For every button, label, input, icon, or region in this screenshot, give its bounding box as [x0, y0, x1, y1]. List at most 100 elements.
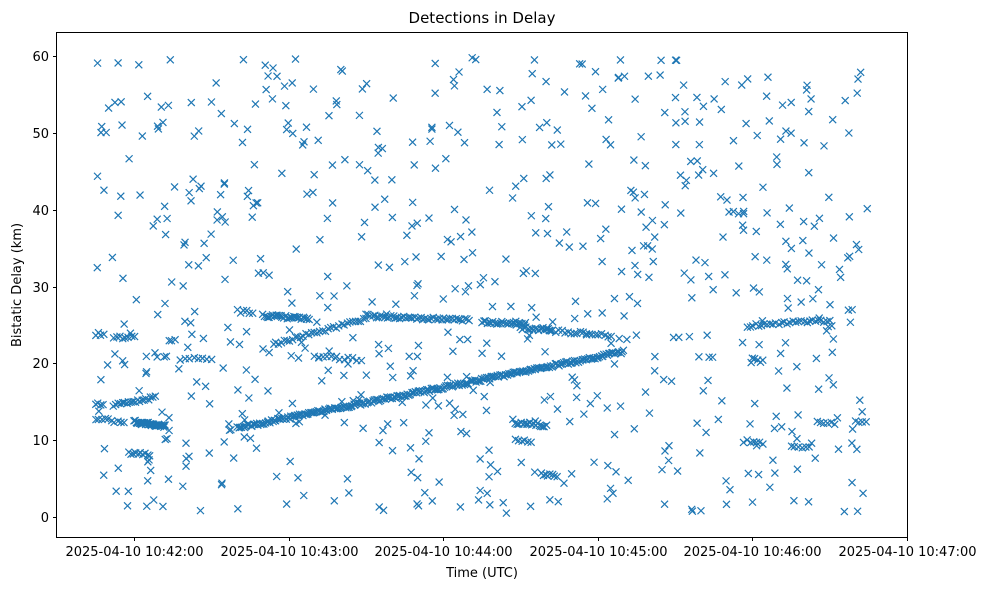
data-point: [428, 497, 437, 505]
y-tick-label: 40: [32, 204, 49, 219]
data-point: [294, 473, 302, 482]
data-point: [616, 55, 625, 64]
data-point: [171, 335, 180, 344]
data-point: [644, 72, 653, 81]
data-point: [93, 172, 102, 181]
data-point: [220, 180, 229, 189]
data-markers: [91, 53, 872, 518]
data-point: [781, 338, 790, 347]
data-point: [555, 239, 564, 248]
data-point: [145, 451, 154, 460]
data-point: [511, 182, 520, 191]
data-point: [595, 352, 604, 361]
data-point: [772, 412, 781, 421]
data-point: [443, 373, 452, 382]
data-point: [269, 64, 277, 72]
data-point: [457, 427, 465, 436]
data-point: [312, 318, 321, 327]
data-point: [708, 353, 717, 362]
data-point: [548, 318, 557, 326]
data-point: [834, 445, 843, 454]
data-point: [195, 184, 204, 193]
data-point: [596, 234, 605, 243]
data-point: [565, 417, 574, 426]
data-point: [734, 162, 743, 171]
data-point: [770, 424, 779, 433]
data-point: [610, 360, 619, 368]
data-point: [97, 122, 106, 131]
data-point: [560, 479, 568, 488]
data-point: [742, 119, 751, 128]
data-point: [607, 339, 616, 348]
data-point: [474, 496, 483, 504]
data-point: [239, 55, 248, 64]
data-point: [388, 446, 397, 455]
data-point: [142, 352, 151, 361]
data-point: [299, 491, 308, 500]
data-point: [431, 164, 440, 173]
data-point: [586, 399, 595, 408]
data-point: [848, 425, 857, 433]
data-point: [408, 222, 416, 230]
data-point: [485, 472, 493, 481]
data-point: [591, 67, 600, 76]
data-point: [151, 348, 159, 357]
data-point: [330, 292, 338, 300]
data-point: [448, 347, 457, 356]
data-point: [612, 467, 620, 476]
data-point: [103, 360, 112, 369]
data-point: [450, 205, 459, 214]
data-point: [205, 449, 214, 457]
data-point: [804, 168, 813, 177]
data-point: [804, 107, 813, 116]
data-point: [476, 486, 485, 495]
x-axis-label: Time (UTC): [445, 566, 518, 581]
data-point: [119, 274, 127, 283]
data-point: [149, 496, 158, 504]
data-point: [672, 56, 681, 65]
y-tick-label: 10: [32, 434, 49, 449]
data-point: [862, 417, 871, 426]
data-point: [229, 454, 238, 463]
data-point: [665, 441, 673, 450]
data-point: [148, 393, 157, 402]
data-point: [248, 309, 257, 318]
data-point: [657, 56, 665, 65]
data-point: [99, 400, 108, 409]
data-point: [471, 55, 480, 64]
data-point: [221, 218, 230, 226]
data-point: [157, 103, 166, 111]
data-point: [460, 138, 469, 147]
data-point: [852, 445, 861, 454]
data-point: [622, 335, 631, 344]
data-point: [787, 244, 796, 253]
data-point: [189, 175, 198, 184]
data-point: [784, 304, 793, 312]
data-point: [415, 454, 423, 463]
y-tick-label: 0: [41, 511, 49, 526]
data-point: [220, 178, 229, 187]
data-point: [721, 270, 729, 279]
data-point: [117, 97, 126, 106]
data-point: [187, 330, 196, 339]
data-point: [378, 395, 386, 403]
data-point: [699, 386, 708, 395]
data-point: [259, 268, 268, 277]
data-point: [658, 465, 666, 474]
data-point: [811, 454, 820, 463]
data-point: [579, 242, 587, 251]
data-point: [764, 73, 772, 82]
data-point: [250, 160, 259, 169]
data-point: [493, 467, 502, 476]
data-point: [626, 186, 635, 195]
data-point: [330, 496, 339, 505]
data-point: [844, 129, 853, 137]
data-point: [544, 202, 553, 211]
data-point: [610, 430, 619, 439]
data-point: [455, 335, 464, 344]
data-point: [315, 291, 324, 300]
data-point: [344, 489, 353, 497]
data-point: [233, 504, 242, 513]
data-point: [362, 371, 371, 380]
